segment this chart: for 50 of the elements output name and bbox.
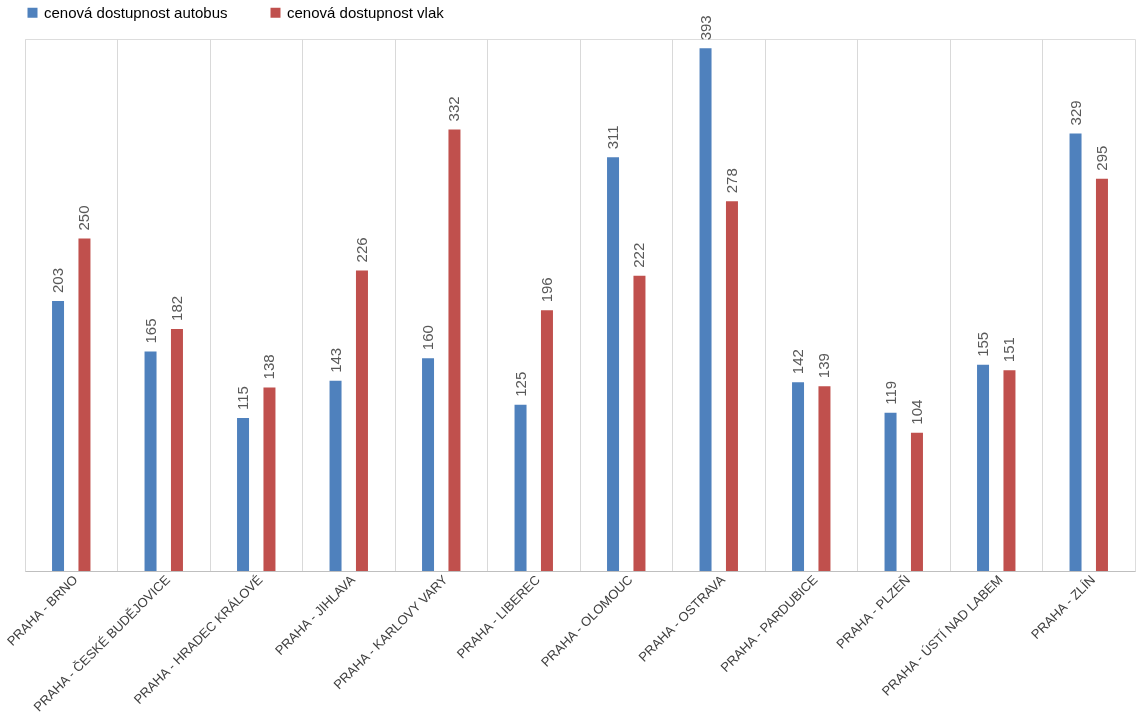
data-label: 311 (604, 125, 622, 150)
bar (263, 387, 276, 571)
data-label: 119 (881, 380, 899, 405)
legend-label: cenová dostupnost autobus (44, 3, 228, 21)
bar (514, 404, 527, 571)
bar (540, 310, 553, 571)
data-label: 278 (722, 168, 740, 194)
data-label: 142 (789, 349, 807, 375)
bar (1069, 133, 1082, 571)
bar (329, 380, 342, 571)
bar (699, 48, 712, 571)
bar (422, 358, 435, 571)
bar (78, 238, 91, 571)
data-label: 160 (419, 325, 437, 351)
bar (818, 386, 831, 571)
bar (52, 301, 65, 571)
bar (607, 157, 620, 571)
bar (1095, 178, 1108, 571)
data-label: 226 (352, 237, 370, 263)
data-label: 329 (1066, 100, 1084, 126)
data-label: 155 (974, 331, 992, 357)
bar (170, 328, 183, 571)
data-label: 125 (511, 371, 529, 397)
bar (884, 412, 897, 571)
data-label: 115 (234, 386, 252, 411)
bar (144, 351, 157, 571)
data-label: 182 (167, 295, 185, 321)
bar (448, 129, 461, 571)
data-label: 295 (1092, 145, 1110, 171)
bar (633, 275, 646, 571)
data-label: 143 (326, 347, 344, 373)
data-label: 196 (537, 277, 555, 303)
bar (725, 201, 738, 571)
bar (792, 382, 805, 571)
bar (237, 418, 250, 571)
bar (355, 270, 368, 571)
data-label: 104 (907, 399, 925, 425)
data-label: 332 (445, 96, 463, 122)
data-label: 151 (1000, 337, 1018, 363)
bar (977, 364, 990, 571)
bar (910, 432, 923, 571)
data-label: 139 (815, 353, 833, 379)
data-label: 222 (630, 242, 648, 268)
data-label: 165 (141, 318, 159, 344)
bar (1003, 370, 1016, 571)
data-label: 393 (696, 15, 714, 41)
data-label: 138 (260, 354, 278, 380)
legend-label: cenová dostupnost vlak (287, 3, 445, 21)
data-label: 203 (49, 267, 67, 294)
data-label: 250 (75, 205, 93, 231)
